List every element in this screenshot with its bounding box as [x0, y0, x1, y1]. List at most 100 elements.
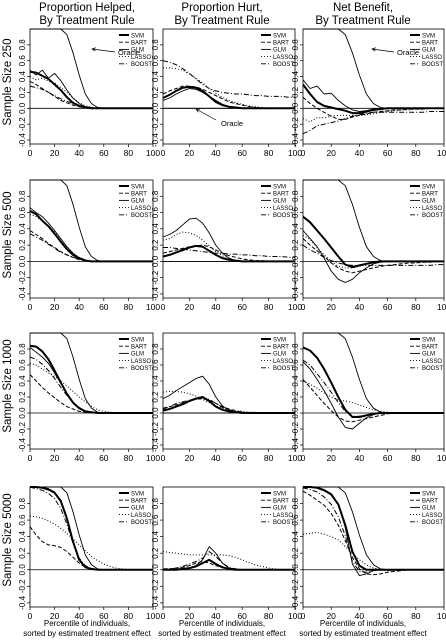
y-tick-label: -0.4	[151, 133, 160, 147]
legend-label-boost: BOOST	[273, 520, 294, 526]
legend-label-bart: BART	[273, 499, 289, 505]
y-tick-label: -0.4	[18, 133, 27, 147]
series-line-lasso	[163, 67, 295, 109]
series-line-lasso	[302, 107, 444, 123]
y-tick-label: 0.6	[18, 55, 27, 67]
x-tick-label: 100	[288, 453, 302, 463]
series-line-lasso	[302, 380, 444, 414]
y-tick-label: 0.6	[151, 206, 160, 218]
y-tick-label: 0.0	[291, 102, 300, 114]
legend-label-boost: BOOST	[422, 62, 443, 68]
x-tick-label: 100	[437, 453, 446, 463]
legend-label-svm: SVM	[273, 491, 286, 497]
x-tick-label: 40	[211, 611, 221, 621]
series-line-boost	[162, 60, 295, 98]
x-tick-label: 20	[326, 148, 336, 158]
y-tick-label: -0.2	[18, 422, 27, 436]
y-tick-label: 0.4	[151, 375, 160, 387]
legend-label-lasso: LASSO	[131, 55, 151, 61]
y-tick-label: -0.4	[151, 595, 160, 609]
y-tick-label: 0.8	[151, 497, 160, 509]
y-tick-label: 0.8	[18, 190, 27, 202]
x-tick-label: 80	[124, 453, 134, 463]
series-line-bart	[162, 398, 295, 414]
y-tick-label: -0.4	[291, 595, 300, 609]
x-tick-label: 0	[161, 453, 166, 463]
x-tick-label: 80	[124, 148, 134, 158]
legend-label-svm: SVM	[131, 33, 144, 39]
row-label-5000: Sample Size 5000	[2, 493, 14, 586]
x-tick-label: 80	[124, 302, 134, 312]
y-tick-label: 0.4	[18, 375, 27, 387]
panel-r2c2: -0.4 -0.2 0.0 0.2 0.4 0.6 0.8 0 20 40 60 80 100 SVM BA…	[291, 332, 446, 463]
y-tick-label: 0.4	[291, 70, 300, 82]
series-line-bart	[29, 374, 153, 414]
x-tick-label: 80	[264, 148, 274, 158]
panel-frame	[162, 486, 296, 608]
series-line-bart	[162, 85, 295, 109]
y-tick-label: 0.6	[18, 359, 27, 371]
x-tick-label: 20	[50, 148, 60, 158]
x-tick-label: 20	[326, 302, 336, 312]
panel-r1c2: -0.4 -0.2 0.0 0.2 0.4 0.6 0.8 0 20 40 60 80 100 SVM BA…	[291, 179, 446, 312]
legend-label-glm: GLM	[422, 352, 435, 358]
oracle-annotation-label: Oracle	[118, 48, 140, 57]
x-tick-label: 0	[161, 611, 166, 621]
x-tick-label: 100	[437, 302, 446, 312]
xlabel-hurt-line1: Percentile of individuals,	[179, 619, 265, 628]
legend-label-svm: SVM	[422, 184, 435, 190]
y-tick-label: -0.2	[151, 422, 160, 436]
y-tick-label: -0.2	[151, 270, 160, 284]
y-tick-label: 0.2	[291, 547, 300, 559]
legend-label-glm: GLM	[131, 199, 144, 205]
series-line-svm	[302, 215, 444, 269]
legend-label-bart: BART	[131, 41, 147, 47]
series-line-boost	[29, 486, 153, 571]
y-tick-label: 0.8	[291, 343, 300, 355]
x-tick-label: 60	[99, 302, 109, 312]
y-tick-label: -0.4	[151, 286, 160, 300]
x-tick-label: 0	[28, 453, 33, 463]
series-line-boost	[162, 397, 295, 414]
legend-label-lasso: LASSO	[273, 359, 293, 365]
x-tick-label: 80	[411, 611, 421, 621]
y-tick-label: 0.4	[151, 531, 160, 543]
legend-label-boost: BOOST	[422, 366, 443, 372]
series-line-boost	[163, 551, 295, 571]
x-tick-label: 60	[237, 148, 247, 158]
x-tick-label: 60	[99, 453, 109, 463]
legend-label-bart: BART	[131, 345, 147, 351]
y-tick-label: -0.4	[291, 438, 300, 452]
series-line-boost	[302, 111, 444, 135]
series-line-boost	[302, 487, 444, 573]
legend-label-lasso: LASSO	[273, 55, 293, 61]
x-tick-label: 80	[124, 611, 134, 621]
y-tick-label: 0.8	[151, 343, 160, 355]
xlabel-helped-line2: sorted by estimated treatment effect	[23, 629, 151, 638]
series-line-glm	[302, 230, 444, 283]
x-tick-label: 60	[237, 302, 247, 312]
y-tick-label: -0.2	[18, 579, 27, 593]
series-line-glm	[162, 375, 295, 414]
legend-label-glm: GLM	[131, 352, 144, 358]
series-line-boost	[163, 247, 295, 258]
y-tick-label: 0.6	[291, 514, 300, 526]
x-tick-label: 20	[50, 302, 60, 312]
y-tick-label: 0.4	[291, 375, 300, 387]
x-tick-label: 20	[50, 453, 60, 463]
x-tick-label: 100	[437, 611, 446, 621]
x-tick-label: 0	[28, 148, 33, 158]
series-line-bart	[29, 526, 153, 571]
y-tick-label: 0.6	[151, 55, 160, 67]
y-tick-label: -0.4	[18, 438, 27, 452]
legend-label-svm: SVM	[273, 33, 286, 39]
x-tick-label: 20	[326, 453, 336, 463]
col-title-helped-line2: By Treatment Rule	[39, 15, 134, 27]
legend-label-svm: SVM	[422, 33, 435, 39]
panel-r1c1: -0.4 -0.2 0.0 0.2 0.4 0.6 0.8 0 20 40 60 80 100 SVM BA…	[151, 179, 302, 312]
x-tick-label: 100	[146, 302, 160, 312]
x-tick-label: 80	[411, 148, 421, 158]
